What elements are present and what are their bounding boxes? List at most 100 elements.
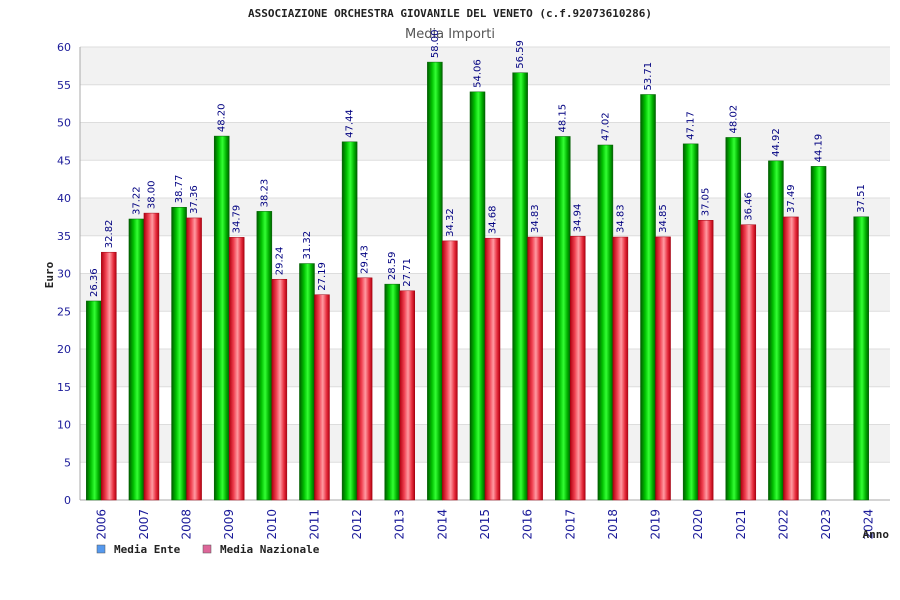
data-label: 34.32 [445,208,456,237]
data-label: 47.44 [345,109,356,138]
data-label: 47.02 [600,112,611,141]
y-tick-label: 5 [64,456,71,469]
y-tick-label: 0 [64,494,71,507]
data-label: 37.36 [189,185,200,214]
bar-media-ente [555,136,571,501]
x-tick-label: 2014 [435,509,449,540]
y-tick-label: 10 [57,419,71,432]
chart-title: ASSOCIAZIONE ORCHESTRA GIOVANILE DEL VEN… [248,7,652,20]
bar-media-ente [384,283,400,501]
bar-media-ente [256,211,273,501]
data-label: 27.71 [402,258,413,287]
legend: Media Ente Media Nazionale [96,543,320,556]
bar-media-ente [682,143,699,501]
bar-media-ente [469,91,486,501]
bar-media-nazionale [442,240,458,501]
x-tick-label: 2020 [691,509,705,540]
y-tick-label: 60 [57,41,71,54]
x-tick-label: 2017 [563,509,577,540]
y-axis-ticks: 0 5 10 15 20 25 30 35 40 45 50 55 60 [57,41,71,507]
data-label: 31.32 [302,231,313,260]
y-axis-label: Euro [43,261,56,288]
bar-media-ente [213,135,230,501]
data-label: 48.15 [558,104,569,133]
bar-media-nazionale [228,237,245,501]
bar-media-nazionale [697,220,714,501]
bar-media-nazionale [186,217,202,501]
bar-media-ente [341,141,358,501]
bar-media-nazionale [484,237,501,501]
data-label: 32.82 [104,220,115,249]
bar-media-ente [171,207,187,501]
bar-media-nazionale [101,251,117,501]
x-tick-label: 2016 [521,509,535,540]
y-tick-label: 35 [57,230,71,243]
data-label: 47.17 [686,111,697,140]
data-label: 44.92 [771,128,782,157]
bar-media-nazionale [655,236,671,501]
chart-subtitle: Media Importi [405,27,495,42]
data-label: 34.68 [488,206,499,235]
data-label: 37.22 [131,186,142,215]
data-label: 38.77 [174,175,185,204]
data-label: 27.19 [317,262,328,291]
y-tick-label: 20 [57,343,71,356]
data-label: 36.46 [743,192,754,221]
x-tick-label: 2011 [307,509,321,540]
data-label: 56.59 [515,40,526,69]
x-tick-label: 2006 [94,509,108,540]
data-label: 38.23 [259,179,270,208]
bar-media-nazionale [570,235,586,501]
y-tick-label: 25 [57,305,71,318]
bar-media-ente [768,160,784,501]
bar-media-nazionale [783,216,799,501]
bar-media-nazionale [143,212,160,501]
legend-swatch-media-ente [96,544,106,554]
x-tick-label: 2022 [776,509,790,540]
data-label: 53.71 [643,62,654,91]
y-tick-label: 55 [57,79,71,92]
x-tick-label: 2015 [478,509,492,540]
bar-media-ente [640,94,656,501]
data-label: 37.51 [856,184,867,213]
bar-media-ente [299,263,315,501]
x-tick-label: 2010 [265,509,279,540]
y-tick-label: 45 [57,154,71,167]
data-label: 34.83 [530,204,541,233]
x-tick-label: 2018 [606,509,620,540]
bar-media-nazionale [271,278,288,501]
bar-media-ente [86,300,102,501]
data-label: 26.36 [89,268,100,297]
bar-media-nazionale [740,224,757,501]
data-label: 48.20 [217,103,228,132]
bar-media-nazionale [356,277,373,501]
data-label: 37.49 [786,184,797,213]
data-label: 28.59 [387,252,398,281]
data-label: 34.83 [615,204,626,233]
x-axis-label: Anno [863,528,890,541]
bar-media-ente [427,61,443,501]
data-label: 37.05 [701,188,712,217]
x-tick-label: 2024 [862,509,876,540]
x-tick-label: 2012 [350,509,364,540]
bar-media-ente [512,72,528,501]
legend-label-media-nazionale: Media Nazionale [220,543,320,556]
bar-media-ente [853,216,869,501]
x-tick-label: 2007 [137,509,151,540]
y-tick-label: 15 [57,381,71,394]
data-label: 58.00 [430,29,441,58]
data-label: 29.43 [360,245,371,274]
x-tick-label: 2008 [180,509,194,540]
data-label: 34.79 [232,205,243,234]
x-tick-label: 2013 [393,509,407,540]
bar-media-ente [128,218,145,501]
grid-band [80,47,890,85]
y-tick-label: 40 [57,192,71,205]
bar-media-ente [597,144,614,501]
data-label: 34.85 [658,204,669,233]
data-label: 29.24 [274,247,285,276]
bar-media-nazionale [314,294,330,501]
bar-media-nazionale [399,290,415,501]
data-label: 48.02 [728,105,739,134]
